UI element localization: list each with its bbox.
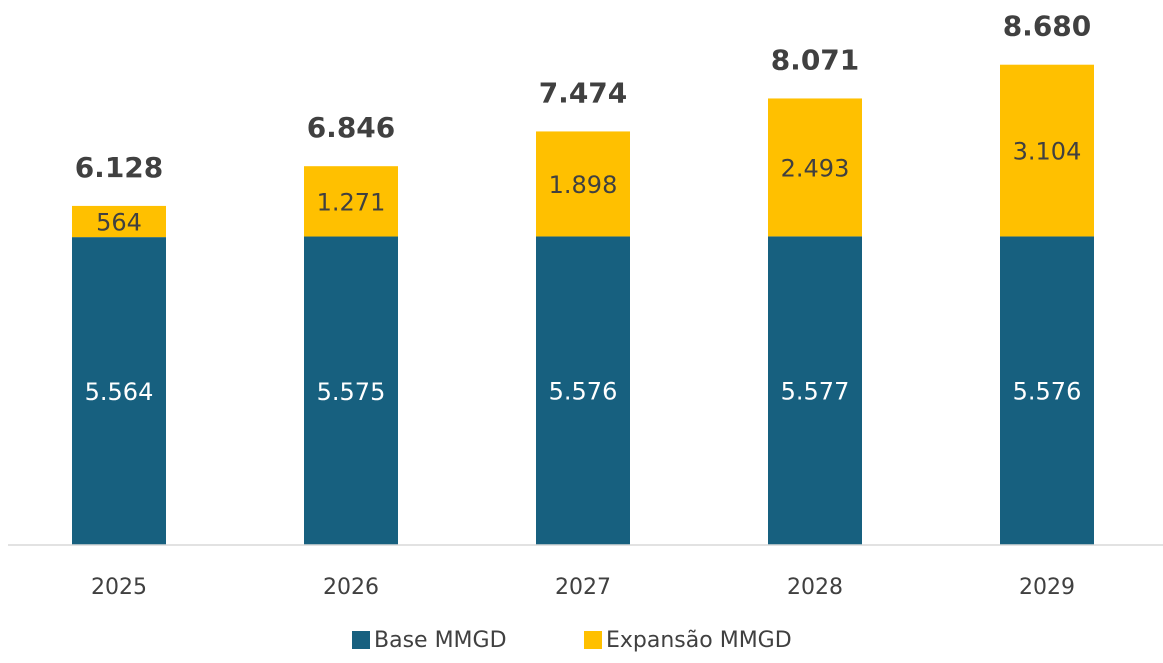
legend-label: Expansão MMGD xyxy=(606,628,792,653)
total-label: 6.846 xyxy=(307,111,396,144)
value-label: 564 xyxy=(96,209,142,237)
bar-segment xyxy=(304,166,398,237)
bar-segment xyxy=(536,131,630,237)
bar-segment xyxy=(768,98,862,237)
value-label: 1.271 xyxy=(317,188,386,216)
bar-segment xyxy=(1000,236,1094,545)
x-tick-label: 2026 xyxy=(323,575,379,600)
value-label: 2.493 xyxy=(781,154,850,182)
legend-swatch xyxy=(352,631,370,649)
value-label: 5.564 xyxy=(85,378,154,406)
value-label: 5.576 xyxy=(549,378,618,406)
value-label: 5.575 xyxy=(317,378,386,406)
bar-segment xyxy=(768,236,862,545)
total-label: 8.071 xyxy=(771,43,860,76)
value-label: 1.898 xyxy=(549,171,618,199)
x-tick-label: 2027 xyxy=(555,575,611,600)
bar-segment xyxy=(304,236,398,545)
bar-segment xyxy=(1000,64,1094,237)
legend-swatch xyxy=(584,631,602,649)
total-label: 7.474 xyxy=(539,76,628,109)
value-label: 5.576 xyxy=(1013,378,1082,406)
x-tick-label: 2029 xyxy=(1019,575,1075,600)
value-label: 3.104 xyxy=(1013,138,1082,166)
value-label: 5.577 xyxy=(781,378,850,406)
x-tick-label: 2025 xyxy=(91,575,147,600)
bar-segment xyxy=(536,236,630,545)
bar-segment xyxy=(72,237,166,545)
bar-segment xyxy=(72,205,166,238)
total-label: 6.128 xyxy=(75,151,164,184)
x-tick-label: 2028 xyxy=(787,575,843,600)
total-label: 8.680 xyxy=(1003,10,1092,43)
legend-label: Base MMGD xyxy=(374,628,507,653)
